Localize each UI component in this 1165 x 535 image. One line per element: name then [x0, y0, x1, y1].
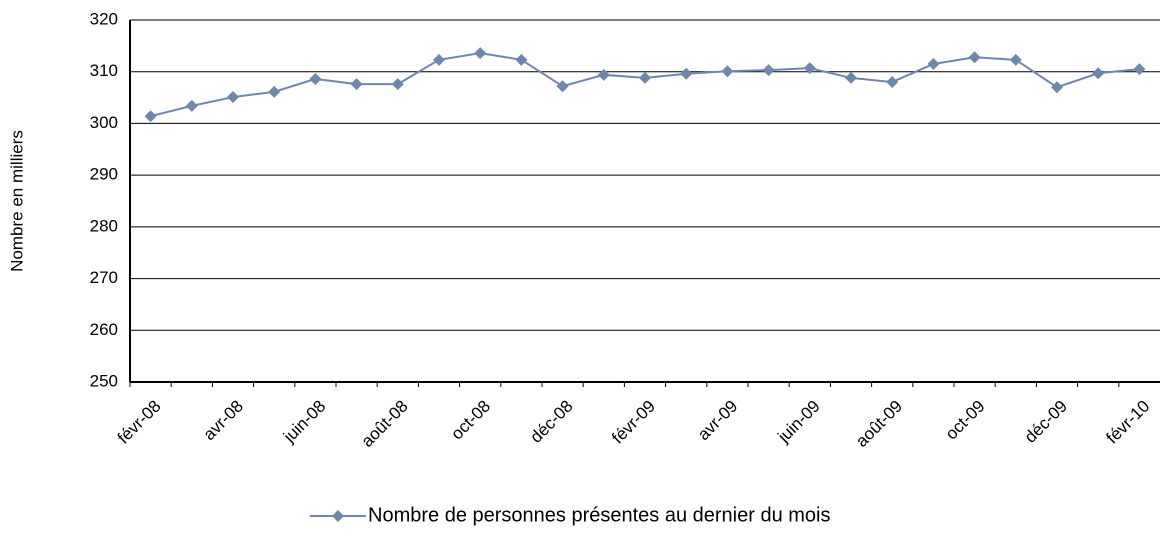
y-tick-label: 280	[90, 216, 118, 235]
data-point	[886, 76, 899, 89]
data-point	[1009, 53, 1022, 66]
y-tick-label: 300	[90, 113, 118, 132]
data-point	[309, 72, 322, 85]
x-tick-label: avr-09	[694, 397, 742, 445]
data-point	[721, 65, 734, 78]
data-point	[515, 53, 528, 66]
x-tick-label: août-09	[852, 397, 906, 451]
data-point	[639, 71, 651, 84]
x-tick-label: août-08	[358, 397, 412, 451]
data-point	[968, 51, 981, 64]
x-tick-label: déc-09	[1021, 397, 1071, 447]
y-tick-label: 320	[90, 9, 118, 28]
data-point	[556, 80, 569, 93]
data-point	[803, 62, 816, 75]
y-tick-label: 260	[90, 320, 118, 339]
x-tick-label: oct-08	[447, 397, 494, 444]
data-point	[144, 110, 157, 123]
y-tick-label: 310	[90, 61, 118, 80]
x-tick-label: févr-08	[114, 397, 165, 448]
data-point	[680, 67, 693, 80]
legend-label: Nombre de personnes présentes au dernier…	[368, 504, 830, 526]
data-point	[350, 78, 363, 91]
data-point	[268, 85, 281, 98]
x-tick-label: oct-09	[942, 397, 989, 444]
x-tick-label: juin-08	[279, 397, 329, 447]
y-tick-label: 290	[90, 165, 118, 184]
data-point	[927, 57, 940, 70]
x-tick-label: févr-09	[608, 397, 659, 448]
data-point	[474, 47, 487, 60]
x-tick-label: déc-08	[526, 397, 576, 447]
x-tick-label: avr-08	[199, 397, 247, 445]
legend-marker	[332, 510, 344, 522]
x-tick-label: juin-09	[774, 397, 824, 447]
y-tick-label: 250	[90, 371, 118, 390]
data-point	[1133, 63, 1146, 76]
y-tick-label: 270	[90, 268, 118, 287]
data-point	[391, 78, 404, 91]
data-point	[433, 53, 445, 66]
data-point	[597, 68, 610, 81]
data-point	[762, 64, 775, 77]
data-line	[150, 52, 1140, 118]
data-point	[1092, 67, 1105, 80]
data-point	[1051, 81, 1063, 94]
x-tick-label: févr-10	[1103, 397, 1154, 448]
y-axis-label: Nombre en milliers	[7, 130, 26, 272]
data-point	[185, 99, 198, 112]
data-point	[845, 71, 857, 84]
data-point	[227, 91, 239, 104]
